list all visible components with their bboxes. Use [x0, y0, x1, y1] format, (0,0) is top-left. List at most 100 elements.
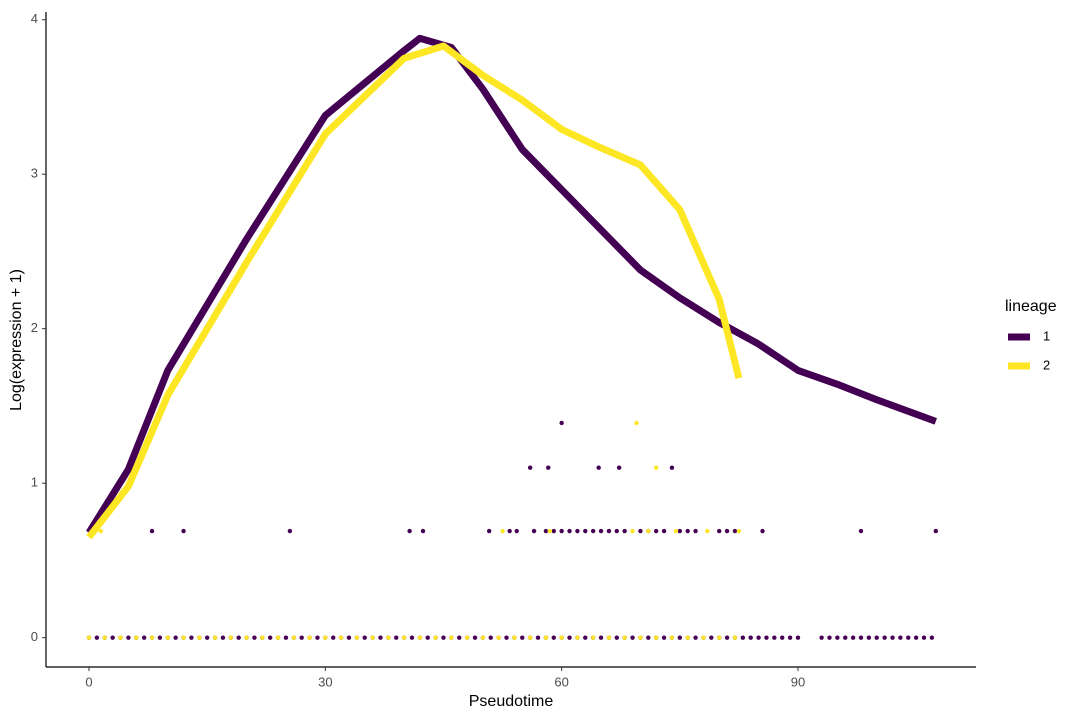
point: [756, 635, 761, 640]
point: [299, 635, 304, 640]
y-tick-label: 2: [31, 320, 38, 335]
point: [291, 635, 297, 640]
point: [850, 635, 856, 640]
point: [275, 635, 281, 640]
point: [287, 528, 293, 534]
point: [858, 635, 864, 640]
point: [661, 528, 667, 534]
point: [819, 635, 824, 640]
point: [457, 635, 462, 640]
legend-title: lineage: [1005, 298, 1057, 315]
point: [567, 528, 572, 534]
point: [338, 635, 344, 640]
point: [740, 635, 746, 640]
point: [500, 528, 505, 534]
point: [921, 635, 927, 640]
point: [181, 528, 186, 534]
point: [551, 635, 556, 640]
legend-label: 1: [1043, 328, 1050, 343]
point: [386, 635, 391, 640]
point: [267, 635, 273, 640]
point: [787, 635, 793, 640]
point: [346, 635, 352, 640]
point: [693, 528, 698, 534]
point: [685, 635, 690, 640]
point: [173, 635, 178, 640]
point: [220, 635, 226, 640]
point: [772, 635, 777, 640]
point: [716, 635, 722, 640]
point: [472, 635, 478, 640]
point: [748, 635, 753, 640]
legend-label: 2: [1043, 357, 1050, 372]
point: [514, 528, 519, 534]
point: [596, 465, 601, 470]
point: [606, 528, 612, 534]
point: [614, 528, 619, 534]
point: [425, 635, 430, 640]
point: [858, 528, 864, 534]
point: [165, 635, 170, 640]
y-tick-label: 0: [31, 629, 38, 644]
point: [795, 635, 801, 640]
point: [906, 635, 911, 640]
point: [354, 635, 360, 640]
point: [204, 635, 210, 640]
point: [331, 635, 336, 640]
point: [661, 635, 667, 640]
point: [464, 635, 470, 640]
x-axis-label: Pseudotime: [469, 693, 554, 710]
point: [575, 635, 580, 640]
point: [764, 635, 769, 640]
point: [94, 635, 100, 640]
point: [653, 465, 659, 470]
point: [543, 528, 549, 534]
point: [835, 635, 840, 640]
point: [669, 635, 675, 640]
point: [701, 635, 706, 640]
point: [913, 635, 919, 640]
trend-line: [86, 42, 743, 540]
point: [535, 635, 541, 640]
point: [527, 465, 533, 470]
point: [370, 635, 375, 640]
point: [149, 528, 155, 534]
point: [724, 635, 730, 640]
point: [98, 528, 104, 534]
point: [420, 528, 426, 534]
point: [673, 528, 679, 534]
point: [614, 635, 619, 640]
point: [653, 635, 659, 640]
point: [677, 528, 683, 534]
point: [504, 635, 509, 640]
point: [197, 635, 202, 640]
point: [760, 528, 765, 534]
point: [149, 635, 155, 640]
point: [929, 635, 935, 640]
point: [598, 635, 604, 640]
point: [590, 635, 596, 640]
point: [260, 635, 265, 640]
point: [567, 635, 572, 640]
point: [126, 635, 131, 640]
point: [780, 635, 785, 640]
x-tick-label: 90: [791, 674, 805, 689]
y-tick-label: 3: [31, 166, 38, 181]
point: [433, 635, 438, 640]
point: [181, 635, 186, 640]
point: [874, 635, 879, 640]
point: [244, 635, 249, 640]
x-tick-label: 30: [318, 674, 332, 689]
x-tick-label: 60: [554, 674, 568, 689]
point: [590, 528, 596, 534]
point: [512, 635, 517, 640]
point: [634, 420, 639, 426]
point: [409, 635, 415, 640]
point: [559, 635, 564, 640]
point: [716, 528, 722, 534]
point: [638, 528, 643, 534]
y-axis-label: Log(expression + 1): [8, 269, 25, 411]
point: [546, 465, 551, 470]
point: [677, 635, 683, 640]
